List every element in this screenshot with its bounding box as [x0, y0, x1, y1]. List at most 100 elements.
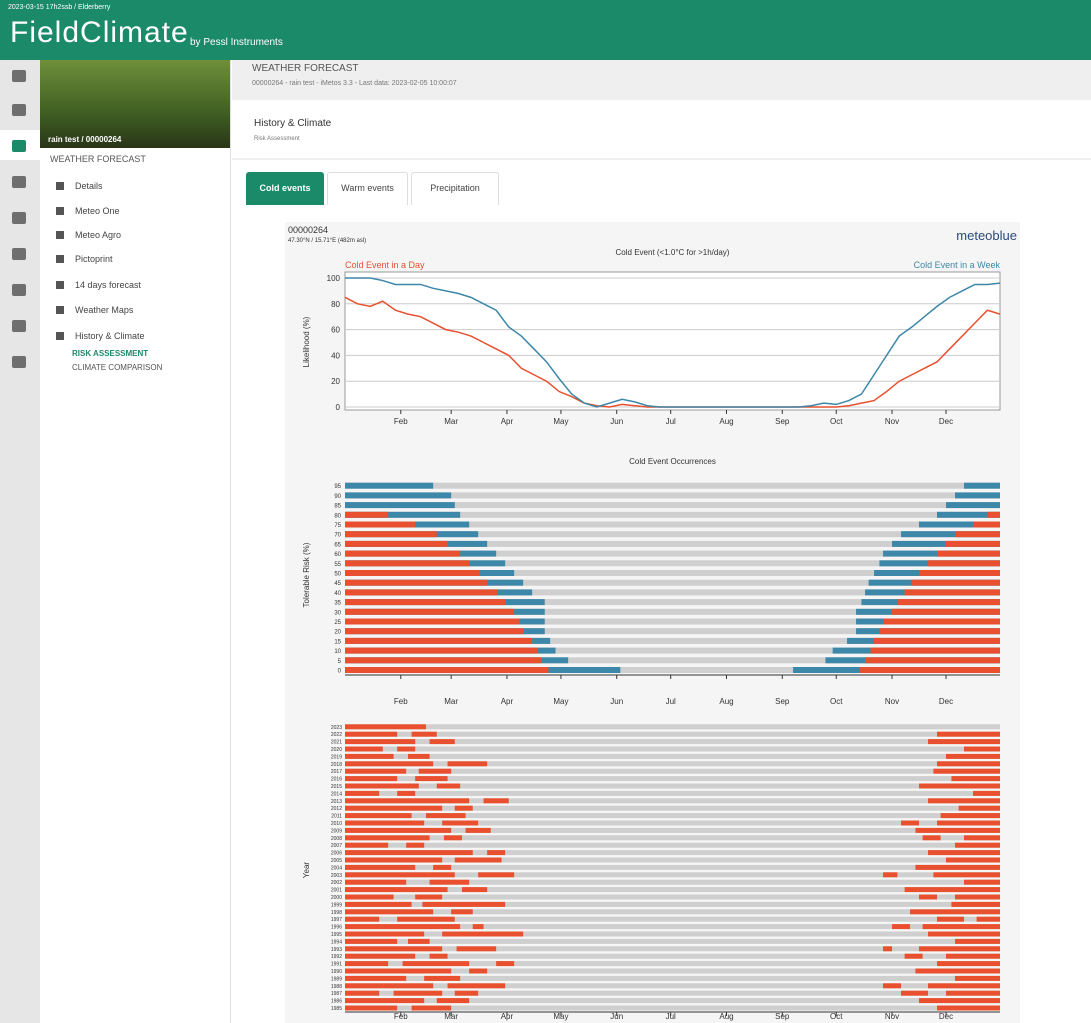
icon[interactable] — [12, 248, 26, 260]
risk-bar — [897, 599, 1000, 606]
icon[interactable] — [12, 284, 26, 296]
event-segment — [418, 768, 452, 774]
menu-item[interactable]: Pictoprint — [75, 254, 113, 264]
submenu-item[interactable]: CLIMATE COMPARISON — [72, 363, 163, 372]
home-icon[interactable] — [12, 70, 26, 82]
event-segment — [345, 739, 416, 745]
event-segment — [424, 975, 461, 981]
row-bg — [345, 998, 1000, 1004]
row-bg — [345, 864, 1000, 870]
y-tick-label: 25 — [334, 620, 341, 626]
menu-item[interactable]: Details — [75, 181, 103, 191]
event-segment — [919, 946, 1000, 952]
forecast-icon[interactable] — [12, 140, 26, 152]
x-tick-label: May — [553, 417, 568, 426]
x-tick-label: Aug — [719, 697, 733, 706]
row-bg — [345, 608, 1000, 615]
event-segment — [904, 887, 1000, 893]
risk-bar — [345, 589, 498, 596]
y-tick-label: 2003 — [331, 873, 342, 879]
row-bg — [345, 916, 1000, 922]
y-tick-label: 2010 — [331, 821, 342, 827]
risk-bar — [345, 657, 542, 664]
event-segment — [940, 813, 1000, 819]
station-name[interactable]: rain test / 00000264 — [48, 135, 122, 144]
menu-icon — [56, 207, 64, 215]
y-tick-label: 2020 — [331, 747, 342, 753]
y-tick-label: 1998 — [331, 910, 342, 916]
icon[interactable] — [12, 212, 26, 224]
station-image — [40, 60, 230, 148]
event-segment — [345, 901, 412, 907]
row-bg — [345, 724, 1000, 730]
risk-bar — [345, 502, 455, 509]
row-bg — [345, 589, 1000, 596]
event-segment — [955, 894, 1000, 900]
menu-item[interactable]: 14 days forecast — [75, 280, 142, 290]
event-segment — [928, 983, 1000, 989]
event-segment — [345, 790, 380, 796]
tab[interactable]: Precipitation — [411, 172, 499, 205]
icon[interactable] — [12, 320, 26, 332]
y-tick-label: 1991 — [331, 962, 342, 968]
y-tick-label: 1992 — [331, 954, 342, 960]
risk-bar — [345, 560, 470, 567]
event-segment — [454, 805, 473, 811]
event-segment — [976, 916, 1000, 922]
y-tick-label: 1986 — [331, 999, 342, 1005]
tab[interactable]: Warm events — [327, 172, 408, 205]
event-segment — [415, 894, 443, 900]
icon[interactable] — [12, 176, 26, 188]
menu-item[interactable]: Weather Maps — [75, 305, 134, 315]
y-tick-label: 2022 — [331, 732, 342, 738]
event-segment — [442, 820, 479, 826]
x-tick-label: Oct — [830, 1012, 843, 1021]
submenu-item[interactable]: RISK ASSESSMENT — [72, 349, 149, 358]
risk-bar — [937, 511, 1000, 518]
risk-bar — [964, 482, 1000, 489]
risk-bar — [345, 521, 416, 528]
x-tick-label: Dec — [939, 1012, 953, 1021]
row-bg — [345, 1005, 1000, 1011]
row-bg — [345, 783, 1000, 789]
menu-item[interactable]: History & Climate — [75, 331, 145, 341]
y-tick-label: 2011 — [331, 814, 342, 820]
event-segment — [345, 835, 430, 841]
event-segment — [345, 842, 389, 848]
y-tick-label: 75 — [334, 523, 341, 529]
row-bg — [345, 570, 1000, 576]
risk-bar — [928, 560, 1000, 567]
risk-bar — [345, 647, 538, 654]
event-segment — [345, 953, 416, 959]
y-tick-label: 1993 — [331, 947, 342, 953]
event-segment — [436, 783, 461, 789]
event-segment — [345, 857, 443, 863]
y-tick-label: 2008 — [331, 836, 342, 842]
x-tick-label: May — [553, 1012, 568, 1021]
menu-item[interactable]: Meteo Agro — [75, 230, 122, 240]
logo[interactable]: FieldClimate — [10, 16, 189, 49]
y-axis-label: Year — [302, 862, 311, 879]
risk-bar — [345, 579, 488, 586]
row-bg — [345, 887, 1000, 893]
event-segment — [345, 724, 426, 730]
tab[interactable]: Cold events — [246, 172, 324, 205]
risk-bar — [937, 550, 1000, 557]
row-bg — [345, 739, 1000, 745]
x-tick-label: Oct — [830, 697, 843, 706]
settings-icon[interactable] — [12, 356, 26, 368]
risk-bar — [345, 492, 452, 499]
menu-item[interactable]: Meteo One — [75, 206, 120, 216]
sidebar: rain test / 00000264 WEATHER FORECAST De… — [40, 60, 231, 1023]
event-segment — [892, 924, 911, 930]
y-tick-label: 2009 — [331, 828, 342, 834]
y-tick-label: 30 — [334, 610, 341, 616]
row-bg — [345, 938, 1000, 944]
event-segment — [456, 946, 497, 952]
y-tick-label: 2004 — [331, 865, 342, 871]
event-segment — [469, 968, 488, 974]
event-segment — [345, 827, 452, 833]
y-tick-label: 2001 — [331, 888, 342, 894]
event-segment — [883, 872, 898, 878]
dashboard-icon[interactable] — [12, 104, 26, 116]
